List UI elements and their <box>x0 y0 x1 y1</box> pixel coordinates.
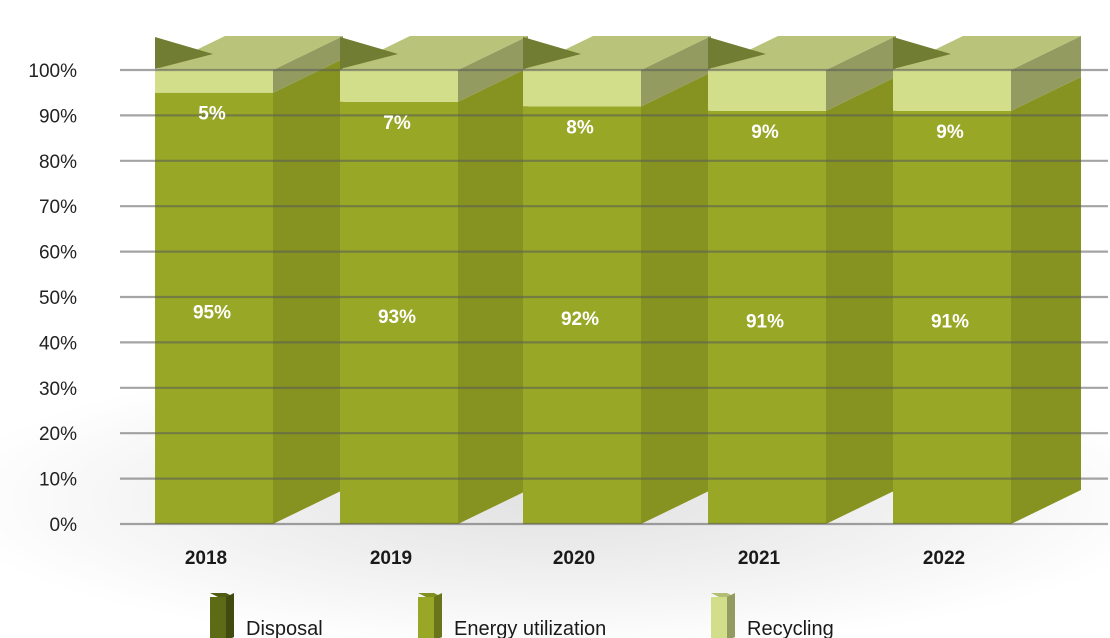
bar-top-face-2021 <box>708 36 896 70</box>
legend-swatch-side-0 <box>226 593 234 638</box>
bar-side-energy-utilization-2019 <box>458 67 528 524</box>
y-tick-label: 70% <box>39 197 77 218</box>
data-label-recycling-2020: 8% <box>566 117 594 138</box>
y-tick-label: 90% <box>39 106 77 127</box>
bar-top-face-2018 <box>155 36 343 70</box>
bar-energy-utilization-2021 <box>708 110 826 525</box>
data-label-energy-utilization-2019: 93% <box>378 307 416 328</box>
y-tick-label: 60% <box>39 243 77 264</box>
legend-label: Recycling <box>747 618 834 638</box>
bar-top-marker-disposal-2019 <box>340 37 398 69</box>
y-tick-label: 0% <box>50 515 78 536</box>
legend-swatch-1 <box>418 597 434 638</box>
bar-top-marker-disposal-2020 <box>523 37 581 69</box>
legend-swatch-side-2 <box>727 593 735 638</box>
y-tick-label: 20% <box>39 424 77 445</box>
data-label-recycling-2019: 7% <box>383 113 411 134</box>
bar-side-recycling-2019 <box>458 36 528 102</box>
bar-side-recycling-2020 <box>641 36 711 107</box>
x-tick-label: 2020 <box>553 548 595 569</box>
data-label-recycling-2022: 9% <box>936 122 964 143</box>
bar-top-marker-disposal-2022 <box>893 37 951 69</box>
y-tick-label: 80% <box>39 152 77 173</box>
x-tick-label: 2021 <box>738 548 781 569</box>
bar-energy-utilization-2019 <box>340 101 458 524</box>
legend-label: Energy utilization <box>454 618 606 638</box>
bar-side-recycling-2021 <box>826 36 896 111</box>
bar-top-marker-disposal-2021 <box>708 37 766 69</box>
bar-side-energy-utilization-2020 <box>641 72 711 524</box>
legend-swatch-2 <box>711 597 727 638</box>
x-tick-label: 2018 <box>185 548 227 569</box>
y-tick-label: 50% <box>39 288 77 309</box>
data-label-energy-utilization-2021: 91% <box>746 311 784 332</box>
bar-side-recycling-2022 <box>1011 36 1081 111</box>
bar-side-energy-utilization-2022 <box>1011 76 1081 525</box>
legend-swatch-side-1 <box>434 593 442 638</box>
bar-top-marker-disposal-2018 <box>155 37 213 69</box>
bar-recycling-2020 <box>523 70 641 107</box>
x-tick-label: 2022 <box>923 548 965 569</box>
bar-top-face-2020 <box>523 36 711 70</box>
bar-recycling-2021 <box>708 70 826 111</box>
y-tick-label: 40% <box>39 333 77 354</box>
x-tick-label: 2019 <box>370 548 412 569</box>
bar-side-energy-utilization-2018 <box>273 58 343 524</box>
bar-energy-utilization-2022 <box>893 110 1011 525</box>
data-label-recycling-2018: 5% <box>198 104 226 125</box>
legend-label: Disposal <box>246 618 323 638</box>
data-label-recycling-2021: 9% <box>751 122 779 143</box>
y-tick-label: 100% <box>28 61 77 82</box>
bar-side-energy-utilization-2021 <box>826 76 896 525</box>
bar-recycling-2018 <box>155 70 273 93</box>
bar-top-face-2019 <box>340 36 528 70</box>
bar-recycling-2022 <box>893 70 1011 111</box>
y-tick-label: 30% <box>39 379 77 400</box>
bar-side-recycling-2018 <box>273 36 343 93</box>
bar-energy-utilization-2018 <box>155 92 273 524</box>
y-tick-label: 10% <box>39 470 77 491</box>
bar-energy-utilization-2020 <box>523 106 641 524</box>
legend-swatch-0 <box>210 597 226 638</box>
bar-recycling-2019 <box>340 70 458 102</box>
data-label-energy-utilization-2022: 91% <box>931 311 969 332</box>
data-label-energy-utilization-2018: 95% <box>193 302 231 323</box>
data-label-energy-utilization-2020: 92% <box>561 309 599 330</box>
bar-top-face-2022 <box>893 36 1081 70</box>
